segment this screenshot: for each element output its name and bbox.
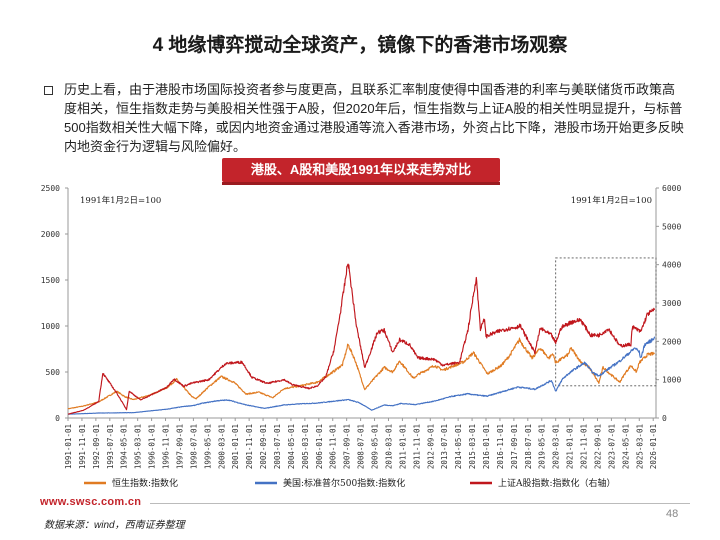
- x-tick-label: 2006-11-01: [329, 424, 338, 469]
- x-tick-label: 1998-07-01: [189, 424, 198, 469]
- series-line-1: [67, 336, 656, 415]
- legend-label-2: 上证A股指数:指数化（右轴）: [498, 477, 616, 489]
- left-base-annotation: 1991年1月2日=100: [80, 195, 161, 206]
- x-tick-label: 2025-03-01: [635, 424, 644, 469]
- right-tick-label: 3000: [662, 299, 681, 308]
- x-tick-label: 2009-05-01: [371, 424, 380, 469]
- bullet-square-icon: [44, 86, 53, 95]
- x-tick-label: 2019-05-01: [538, 424, 547, 469]
- left-tick-label: 500: [46, 368, 61, 377]
- x-tick-label: 2022-09-01: [593, 424, 602, 469]
- data-source: 数据来源：wind，西南证券整理: [44, 520, 185, 531]
- x-tick-label: 2016-01-01: [482, 424, 491, 469]
- page-number: 48: [666, 508, 679, 520]
- x-tick-label: 2015-03-01: [468, 424, 477, 469]
- x-tick-label: 2006-01-01: [315, 424, 324, 469]
- x-tick-label: 1996-11-01: [162, 424, 171, 469]
- x-tick-label: 1995-03-01: [134, 424, 143, 469]
- highlight-box: [555, 257, 657, 387]
- x-tick-label: 2026-01-01: [649, 424, 658, 469]
- right-base-annotation: 1991年1月2日=100: [571, 195, 652, 206]
- x-tick-label: 2023-07-01: [607, 424, 616, 469]
- footer-divider: [150, 503, 690, 504]
- x-tick-label: 2021-11-01: [580, 424, 589, 469]
- right-tick-label: 6000: [662, 184, 681, 193]
- x-tick-label: 2016-11-01: [496, 424, 505, 469]
- x-tick-label: 1991-01-01: [64, 424, 73, 469]
- x-tick-label: 1999-05-01: [203, 424, 212, 469]
- x-tick-label: 2011-01-01: [398, 424, 407, 469]
- x-tick-label: 2001-11-01: [245, 424, 254, 469]
- x-tick-label: 1996-01-01: [148, 424, 157, 469]
- legend-label-1: 美国:标准普尔500指数:指数化: [283, 477, 405, 489]
- left-tick-label: 1500: [41, 276, 60, 285]
- x-tick-label: 2007-09-01: [343, 424, 352, 469]
- comparison-line-chart: 0 500 1000 1500 2000 2500 0 1000 2000 3000 4000 500…: [41, 184, 682, 489]
- x-tick-label: 1994-05-01: [120, 424, 129, 469]
- x-tick-label: 2017-09-01: [510, 424, 519, 469]
- right-tick-label: 5000: [662, 222, 681, 231]
- left-tick-label: 0: [55, 414, 60, 423]
- x-tick-label: 2000-03-01: [217, 424, 226, 469]
- series-line-2: [67, 263, 656, 415]
- x-tick-label: 2024-05-01: [621, 424, 630, 469]
- x-tick-label: 2008-07-01: [357, 424, 366, 469]
- x-tick-label: 1992-09-01: [92, 424, 101, 469]
- right-tick-label: 0: [662, 414, 667, 423]
- right-tick-label: 2000: [662, 337, 681, 346]
- page-title: 4 地缘博弈搅动全球资产，镜像下的香港市场观察: [152, 35, 568, 56]
- right-tick-label: 4000: [662, 261, 681, 270]
- right-tick-label: 1000: [662, 376, 681, 385]
- x-tick-label: 2010-03-01: [384, 424, 393, 469]
- x-tick-label: 2013-07-01: [440, 424, 449, 469]
- x-tick-label: 2003-07-01: [273, 424, 282, 469]
- left-tick-label: 1000: [41, 322, 60, 331]
- x-tick-label: 2014-05-01: [454, 424, 463, 469]
- footer-url[interactable]: www.swsc.com.cn: [40, 496, 142, 508]
- x-tick-label: 2020-03-01: [552, 424, 561, 469]
- x-tick-label: 2001-01-01: [231, 424, 240, 469]
- x-tick-label: 2021-01-01: [566, 424, 575, 469]
- x-tick-label: 2002-09-01: [259, 424, 268, 469]
- x-tick-label: 1991-11-01: [78, 424, 87, 469]
- legend-label-0: 恒生指数:指数化: [112, 477, 178, 489]
- x-tick-label: 2012-09-01: [426, 424, 435, 469]
- left-tick-label: 2000: [41, 230, 60, 239]
- x-tick-label: 2011-11-01: [412, 424, 421, 469]
- x-tick-label: 2005-03-01: [301, 424, 310, 469]
- x-tick-label: 2018-07-01: [524, 424, 533, 469]
- chart-banner: 港股、A股和美股1991年以来走势对比: [222, 158, 500, 185]
- x-tick-label: 1993-07-01: [106, 424, 115, 469]
- body-paragraph: 历史上看，由于港股市场国际投资者参与度更高，且联系汇率制度使得中国香港的利率与美…: [64, 82, 684, 154]
- x-tick-label: 2004-05-01: [287, 424, 296, 469]
- x-tick-label: 1997-09-01: [175, 424, 184, 469]
- left-tick-label: 2500: [41, 184, 60, 193]
